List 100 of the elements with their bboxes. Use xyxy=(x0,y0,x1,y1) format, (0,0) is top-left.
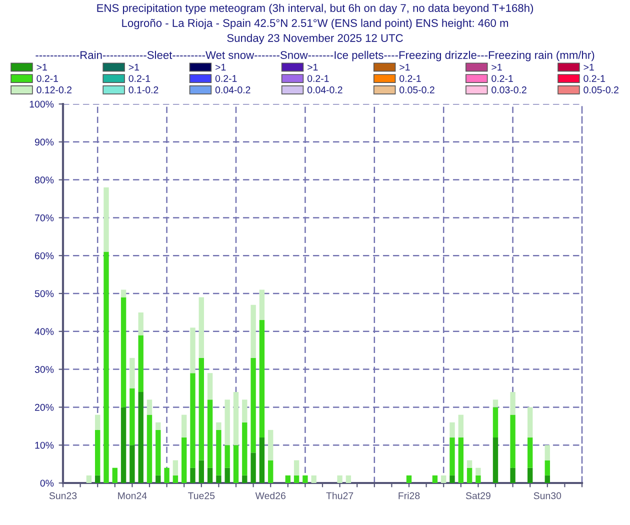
bar xyxy=(104,187,109,252)
x-tick-label: Thu27 xyxy=(326,492,354,500)
bar xyxy=(450,438,455,476)
chart-subtitle: Logroño - La Rioja - Spain 42.5°N 2.51°W (ENS land point) ENS height: 460 m Sunday 23 November 2025 12 UTC xyxy=(122,18,508,44)
bar xyxy=(544,445,550,460)
bar xyxy=(120,290,126,298)
bar xyxy=(492,407,498,438)
bar xyxy=(156,430,161,476)
legend-label: 0.2-1 xyxy=(584,75,605,82)
bar xyxy=(224,445,230,468)
bar xyxy=(198,358,204,460)
bar xyxy=(294,460,300,476)
y-tick-label: 70% xyxy=(35,214,54,222)
x-tick-label: Wed26 xyxy=(255,492,286,500)
legend-label: 0.1-0.2 xyxy=(128,86,158,94)
bar xyxy=(259,438,265,483)
bar xyxy=(198,460,204,483)
bar xyxy=(190,328,196,374)
bar xyxy=(242,400,248,422)
bar xyxy=(95,430,100,476)
bar xyxy=(190,373,196,468)
bar xyxy=(156,422,161,430)
legend-label: >1 xyxy=(492,64,502,71)
legend-label: 0.2-1 xyxy=(128,75,150,82)
legend-label: 0.03-0.2 xyxy=(492,86,526,94)
y-tick-label: 60% xyxy=(35,252,54,260)
bar xyxy=(216,422,222,430)
bar xyxy=(450,422,455,438)
legend-label: 0.2-1 xyxy=(36,75,58,82)
bar xyxy=(450,475,455,483)
y-tick-label: 10% xyxy=(35,442,54,449)
bar xyxy=(476,468,481,476)
bar xyxy=(95,475,100,483)
bar xyxy=(346,475,352,483)
bar xyxy=(268,460,274,483)
bar xyxy=(216,430,222,476)
bar xyxy=(510,414,516,468)
bar xyxy=(120,297,126,408)
y-tick-label: 30% xyxy=(34,366,54,373)
bar xyxy=(172,460,178,476)
y-tick-label: 80% xyxy=(34,176,54,184)
legend-label: 0.05-0.2 xyxy=(584,86,618,94)
bar xyxy=(441,475,446,483)
legend-label: >1 xyxy=(36,64,47,71)
bar xyxy=(146,414,152,483)
bar xyxy=(224,468,230,483)
bar xyxy=(130,445,135,483)
legend-label: 0.2-1 xyxy=(400,75,421,82)
legend-label: >1 xyxy=(216,64,226,71)
bar xyxy=(112,468,118,483)
x-tick-label: Sun23 xyxy=(49,492,77,500)
bar xyxy=(120,407,126,483)
bar xyxy=(138,335,144,392)
legend-label: >1 xyxy=(400,64,410,71)
bar xyxy=(259,320,265,438)
bar xyxy=(268,430,274,460)
bar xyxy=(86,475,92,483)
y-tick-label: 40% xyxy=(34,328,54,336)
bar xyxy=(182,438,187,483)
bar xyxy=(466,460,472,468)
bar xyxy=(544,475,550,483)
bar xyxy=(294,475,300,483)
x-tick-label: Sun30 xyxy=(534,492,562,500)
bar xyxy=(146,400,152,415)
bar xyxy=(198,297,204,358)
y-tick-label: 20% xyxy=(35,404,54,411)
y-tick-label: 0% xyxy=(40,480,54,487)
legend-label: >1 xyxy=(128,64,139,71)
bar xyxy=(302,475,308,483)
bar xyxy=(466,468,472,483)
bar xyxy=(510,392,516,415)
bar xyxy=(544,460,550,476)
bar xyxy=(164,468,170,483)
x-tick-label: Sat29 xyxy=(466,492,490,500)
y-tick-label: 90% xyxy=(34,138,54,146)
bar xyxy=(476,475,481,483)
legend-label: 0.2-1 xyxy=(492,75,513,82)
bar xyxy=(337,475,342,483)
y-tick-label: 50% xyxy=(34,290,54,298)
bar xyxy=(156,475,161,483)
bar xyxy=(233,445,239,483)
bar xyxy=(458,414,464,438)
legend-label: 0.2-1 xyxy=(215,75,237,82)
bar xyxy=(216,475,222,483)
y-tick-label: 100% xyxy=(30,100,54,108)
legend-title: ------------Rain------------Sleet---------Wet snow-------Snow-------Ice pellets----Freezing drizzle---Freezing rain (mm/hr) xyxy=(36,50,594,62)
bar xyxy=(104,252,109,483)
bar xyxy=(492,400,498,408)
x-tick-label: Fri28 xyxy=(398,492,420,500)
x-tick-label: Mon24 xyxy=(118,492,147,500)
bar xyxy=(528,468,533,483)
bar xyxy=(138,392,144,483)
bar xyxy=(311,475,316,483)
bar xyxy=(510,468,516,483)
bar xyxy=(130,358,135,388)
bar xyxy=(224,400,230,446)
bar xyxy=(233,392,239,446)
legend-label: 0.12-0.2 xyxy=(36,86,72,94)
bar xyxy=(172,475,178,483)
bar xyxy=(432,475,438,483)
